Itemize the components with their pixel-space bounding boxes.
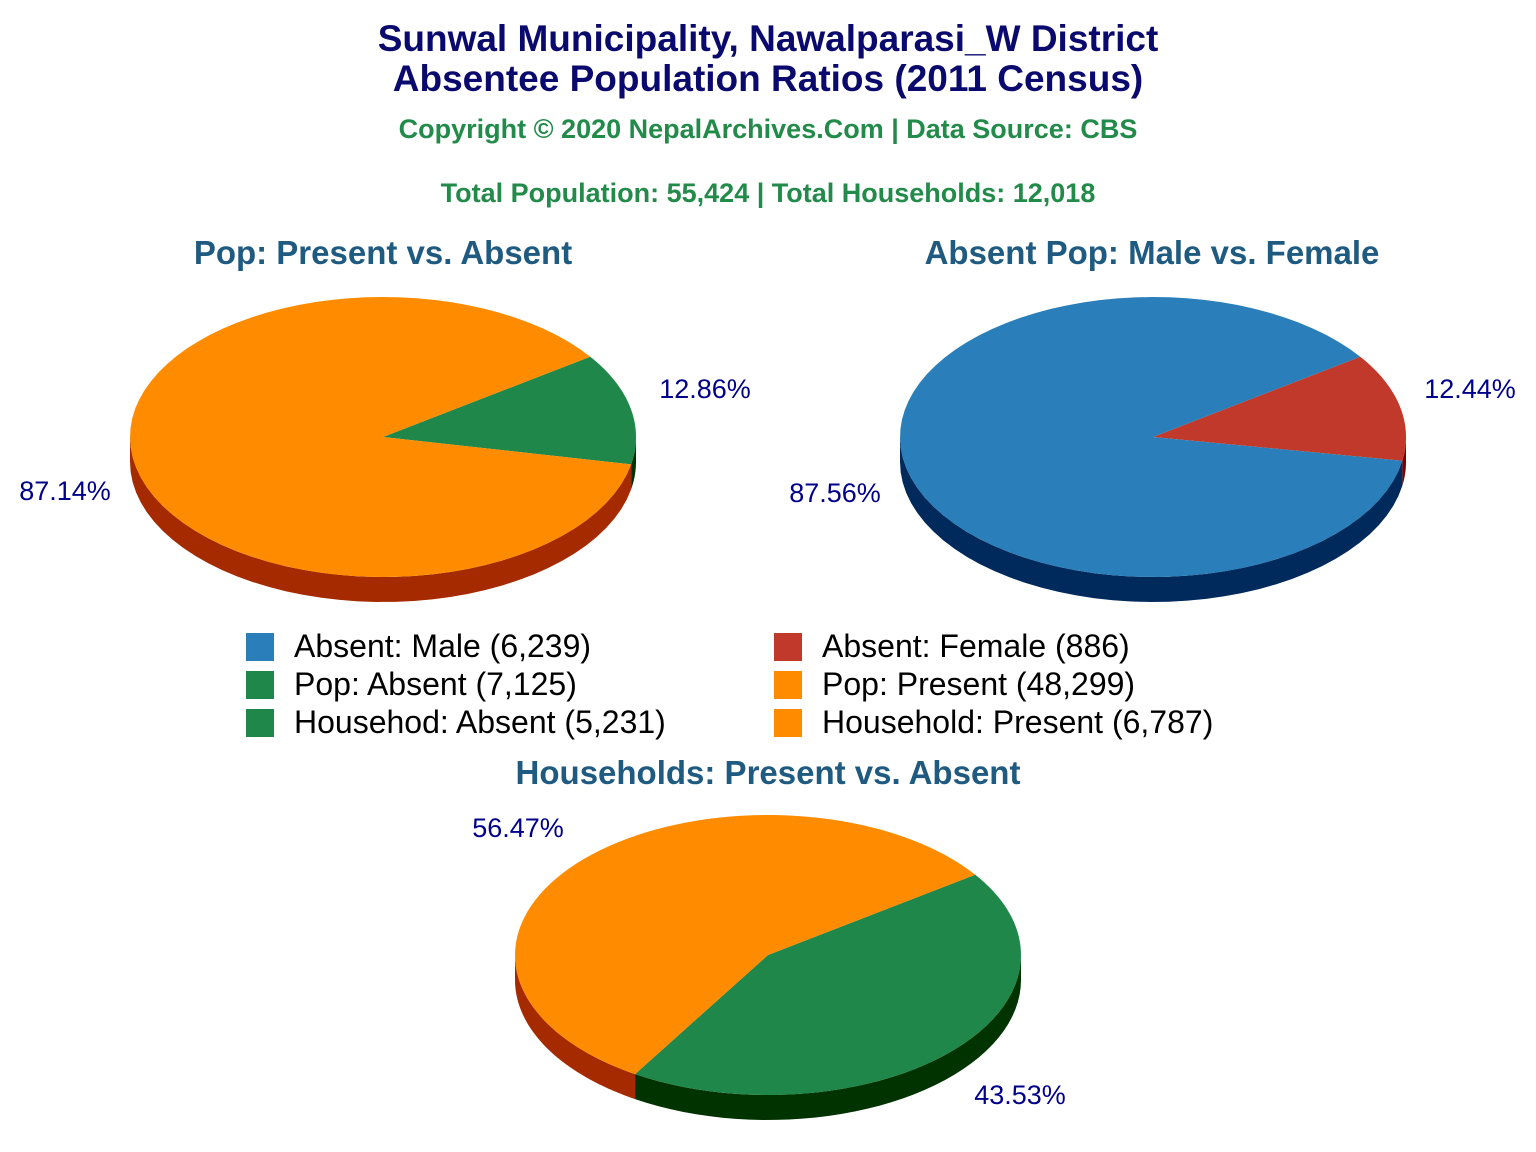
pie-slice-pop-absent	[383, 356, 636, 465]
legend-swatch	[246, 670, 274, 699]
legend-label: Pop: Absent (7,125)	[294, 666, 577, 702]
legend-label: Absent: Female (886)	[822, 628, 1130, 664]
pie-slice-absent-male	[900, 297, 1403, 577]
pie-side-absent-female	[1402, 437, 1406, 486]
pie-percent-label: 12.86%	[659, 374, 751, 404]
legend-swatch	[246, 708, 274, 737]
pie-percent-label: 43.53%	[974, 1080, 1066, 1110]
legend-swatch	[774, 708, 802, 737]
legend-swatch	[246, 632, 274, 661]
legend-label: Absent: Male (6,239)	[294, 628, 592, 664]
pie-percent-label: 12.44%	[1424, 374, 1516, 404]
legend-item: Household: Present (6,787)	[774, 704, 1213, 741]
pie-percent-label: 56.47%	[472, 813, 564, 843]
legend-item: Househod: Absent (5,231)	[246, 704, 666, 741]
pie-percent-label: 87.56%	[789, 478, 881, 508]
legend-item: Absent: Female (886)	[774, 628, 1130, 665]
pie-side-househod-absent	[635, 955, 1021, 1120]
legend-label: Househod: Absent (5,231)	[294, 704, 666, 740]
pie-percent-label: 87.14%	[19, 476, 111, 506]
copyright: Copyright © 2020 NepalArchives.Com | Dat…	[398, 114, 1138, 144]
pie-slice-absent-female	[1153, 356, 1406, 461]
pie-side-household-present	[515, 955, 636, 1100]
title-line-1: Sunwal Municipality, Nawalparasi_W Distr…	[377, 18, 1159, 59]
legend-item: Absent: Male (6,239)	[246, 628, 591, 665]
pie3-title: Households: Present vs. Absent	[515, 754, 1021, 791]
title-line-2: Absentee Population Ratios (2011 Census)	[392, 58, 1144, 99]
legend-swatch	[774, 670, 802, 699]
pie2-title: Absent Pop: Male vs. Female	[924, 234, 1380, 271]
pie-side-pop-absent	[631, 437, 636, 490]
pie-slice-household-present	[515, 815, 976, 1075]
pie-side-pop-present	[130, 437, 632, 602]
legend-item: Pop: Absent (7,125)	[246, 666, 577, 703]
legend-label: Pop: Present (48,299)	[822, 666, 1136, 702]
legend-swatch	[774, 632, 802, 661]
pie-slice-househod-absent	[635, 874, 1021, 1095]
pie1-title: Pop: Present vs. Absent	[193, 234, 573, 271]
legend-label: Household: Present (6,787)	[822, 704, 1214, 740]
totals: Total Population: 55,424 | Total Househo…	[440, 178, 1096, 208]
pie-side-absent-male	[900, 437, 1403, 602]
pie-slice-pop-present	[130, 297, 632, 577]
legend-item: Pop: Present (48,299)	[774, 666, 1135, 703]
